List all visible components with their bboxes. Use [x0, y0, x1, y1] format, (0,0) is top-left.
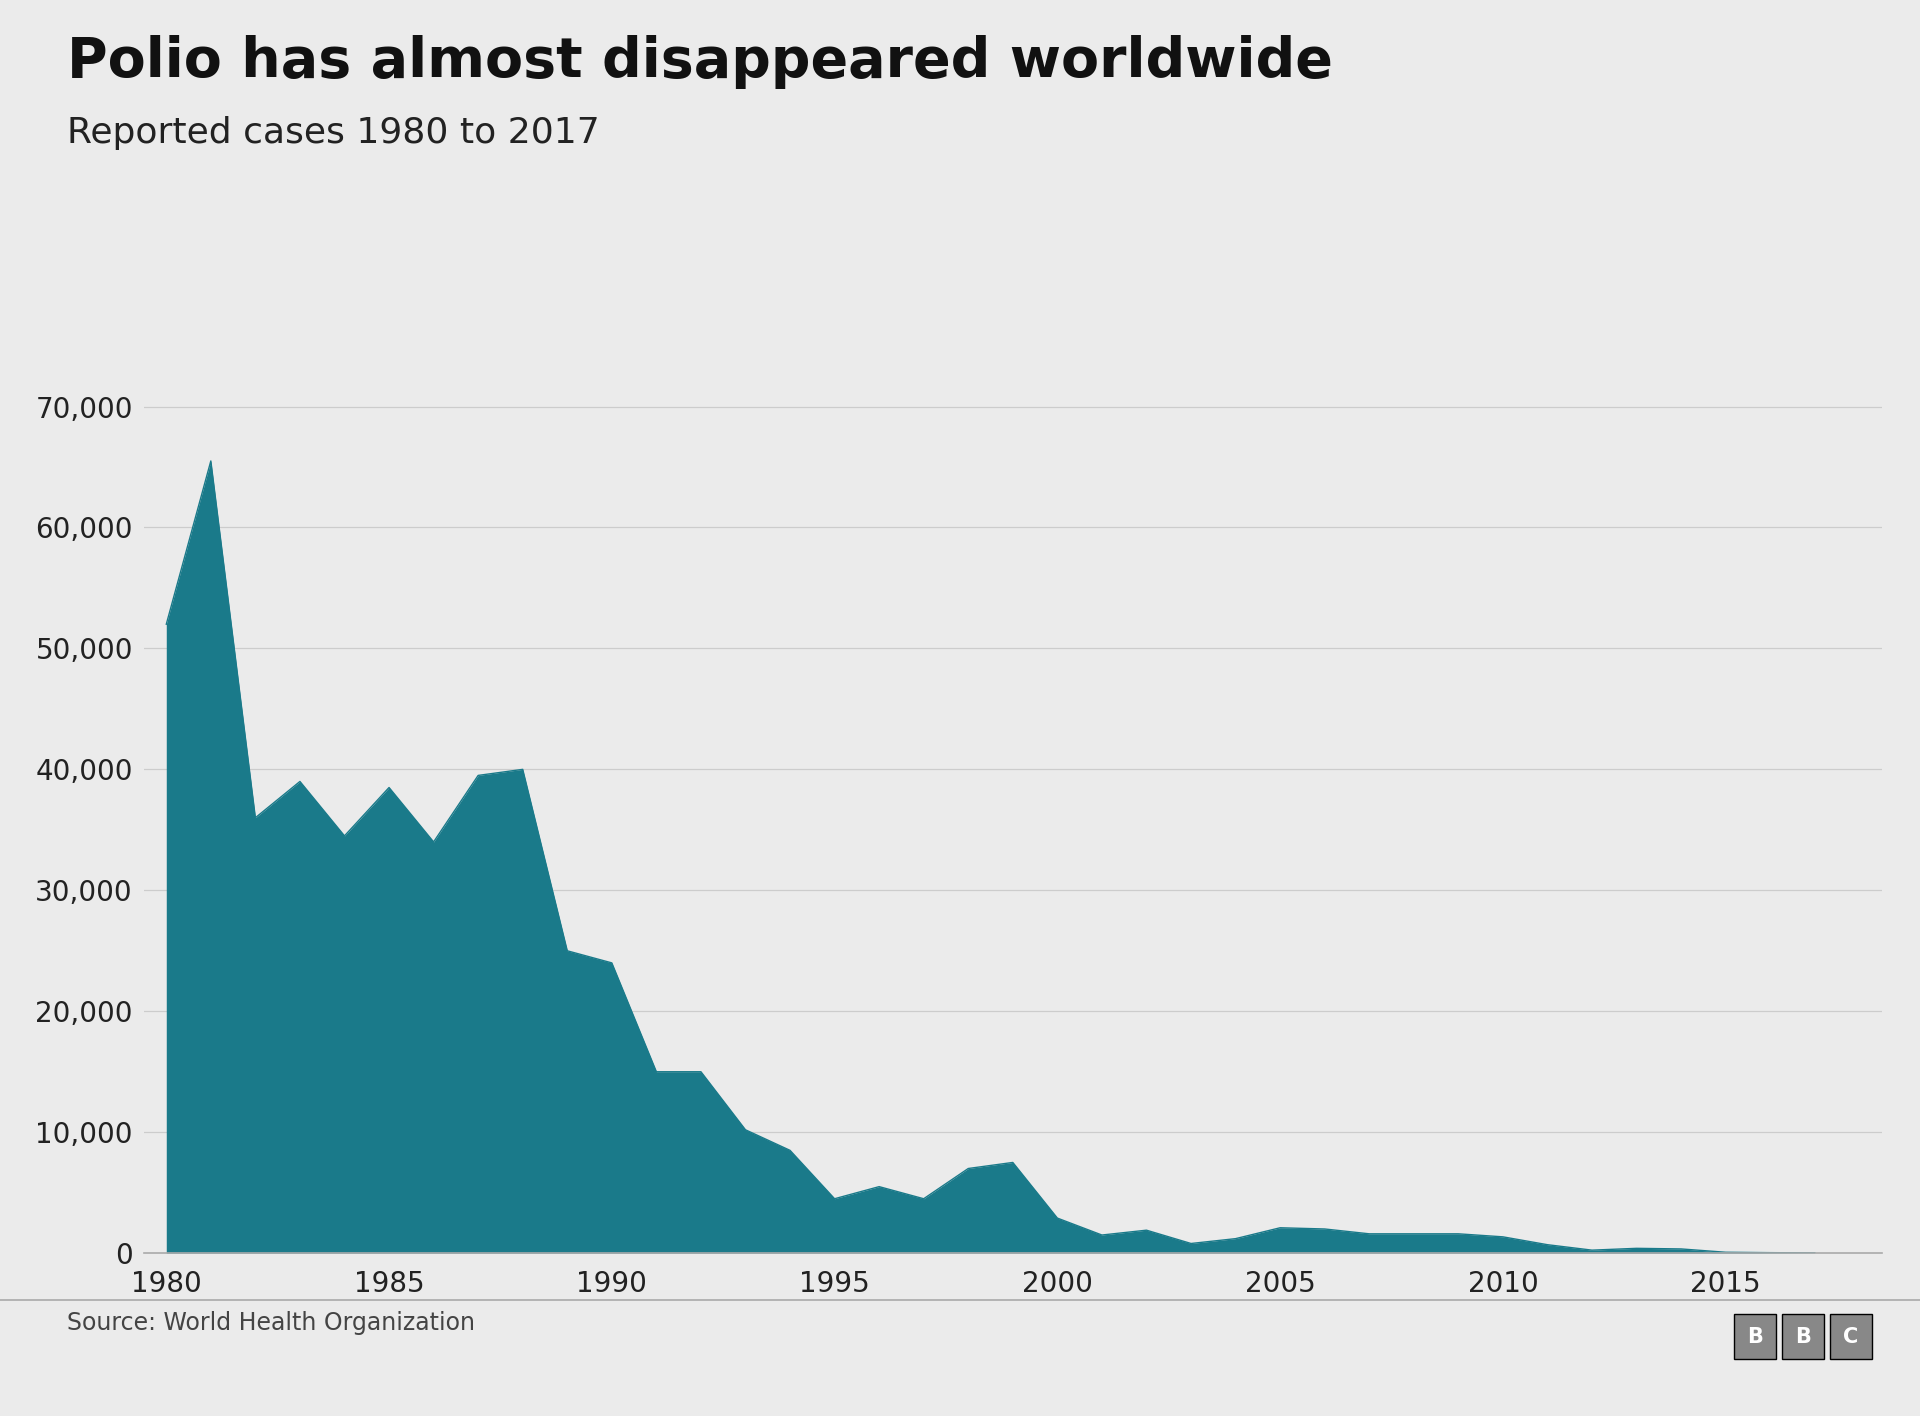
Text: C: C: [1843, 1327, 1859, 1347]
Text: B: B: [1795, 1327, 1811, 1347]
Text: B: B: [1747, 1327, 1763, 1347]
Text: Reported cases 1980 to 2017: Reported cases 1980 to 2017: [67, 116, 599, 150]
Text: Source: World Health Organization: Source: World Health Organization: [67, 1311, 476, 1335]
Text: Polio has almost disappeared worldwide: Polio has almost disappeared worldwide: [67, 35, 1332, 89]
